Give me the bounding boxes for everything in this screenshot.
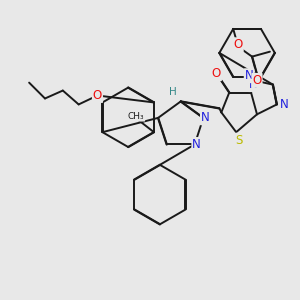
Text: O: O [212,67,221,80]
Text: S: S [236,134,243,147]
Text: CH₃: CH₃ [128,112,144,121]
Text: N: N [249,78,257,91]
Text: N: N [245,69,254,82]
Text: N: N [280,98,289,111]
Text: O: O [234,38,243,51]
Text: O: O [93,89,102,102]
Text: N: N [201,111,210,124]
Text: O: O [252,74,262,87]
Text: N: N [192,138,201,151]
Text: H: H [169,86,177,97]
